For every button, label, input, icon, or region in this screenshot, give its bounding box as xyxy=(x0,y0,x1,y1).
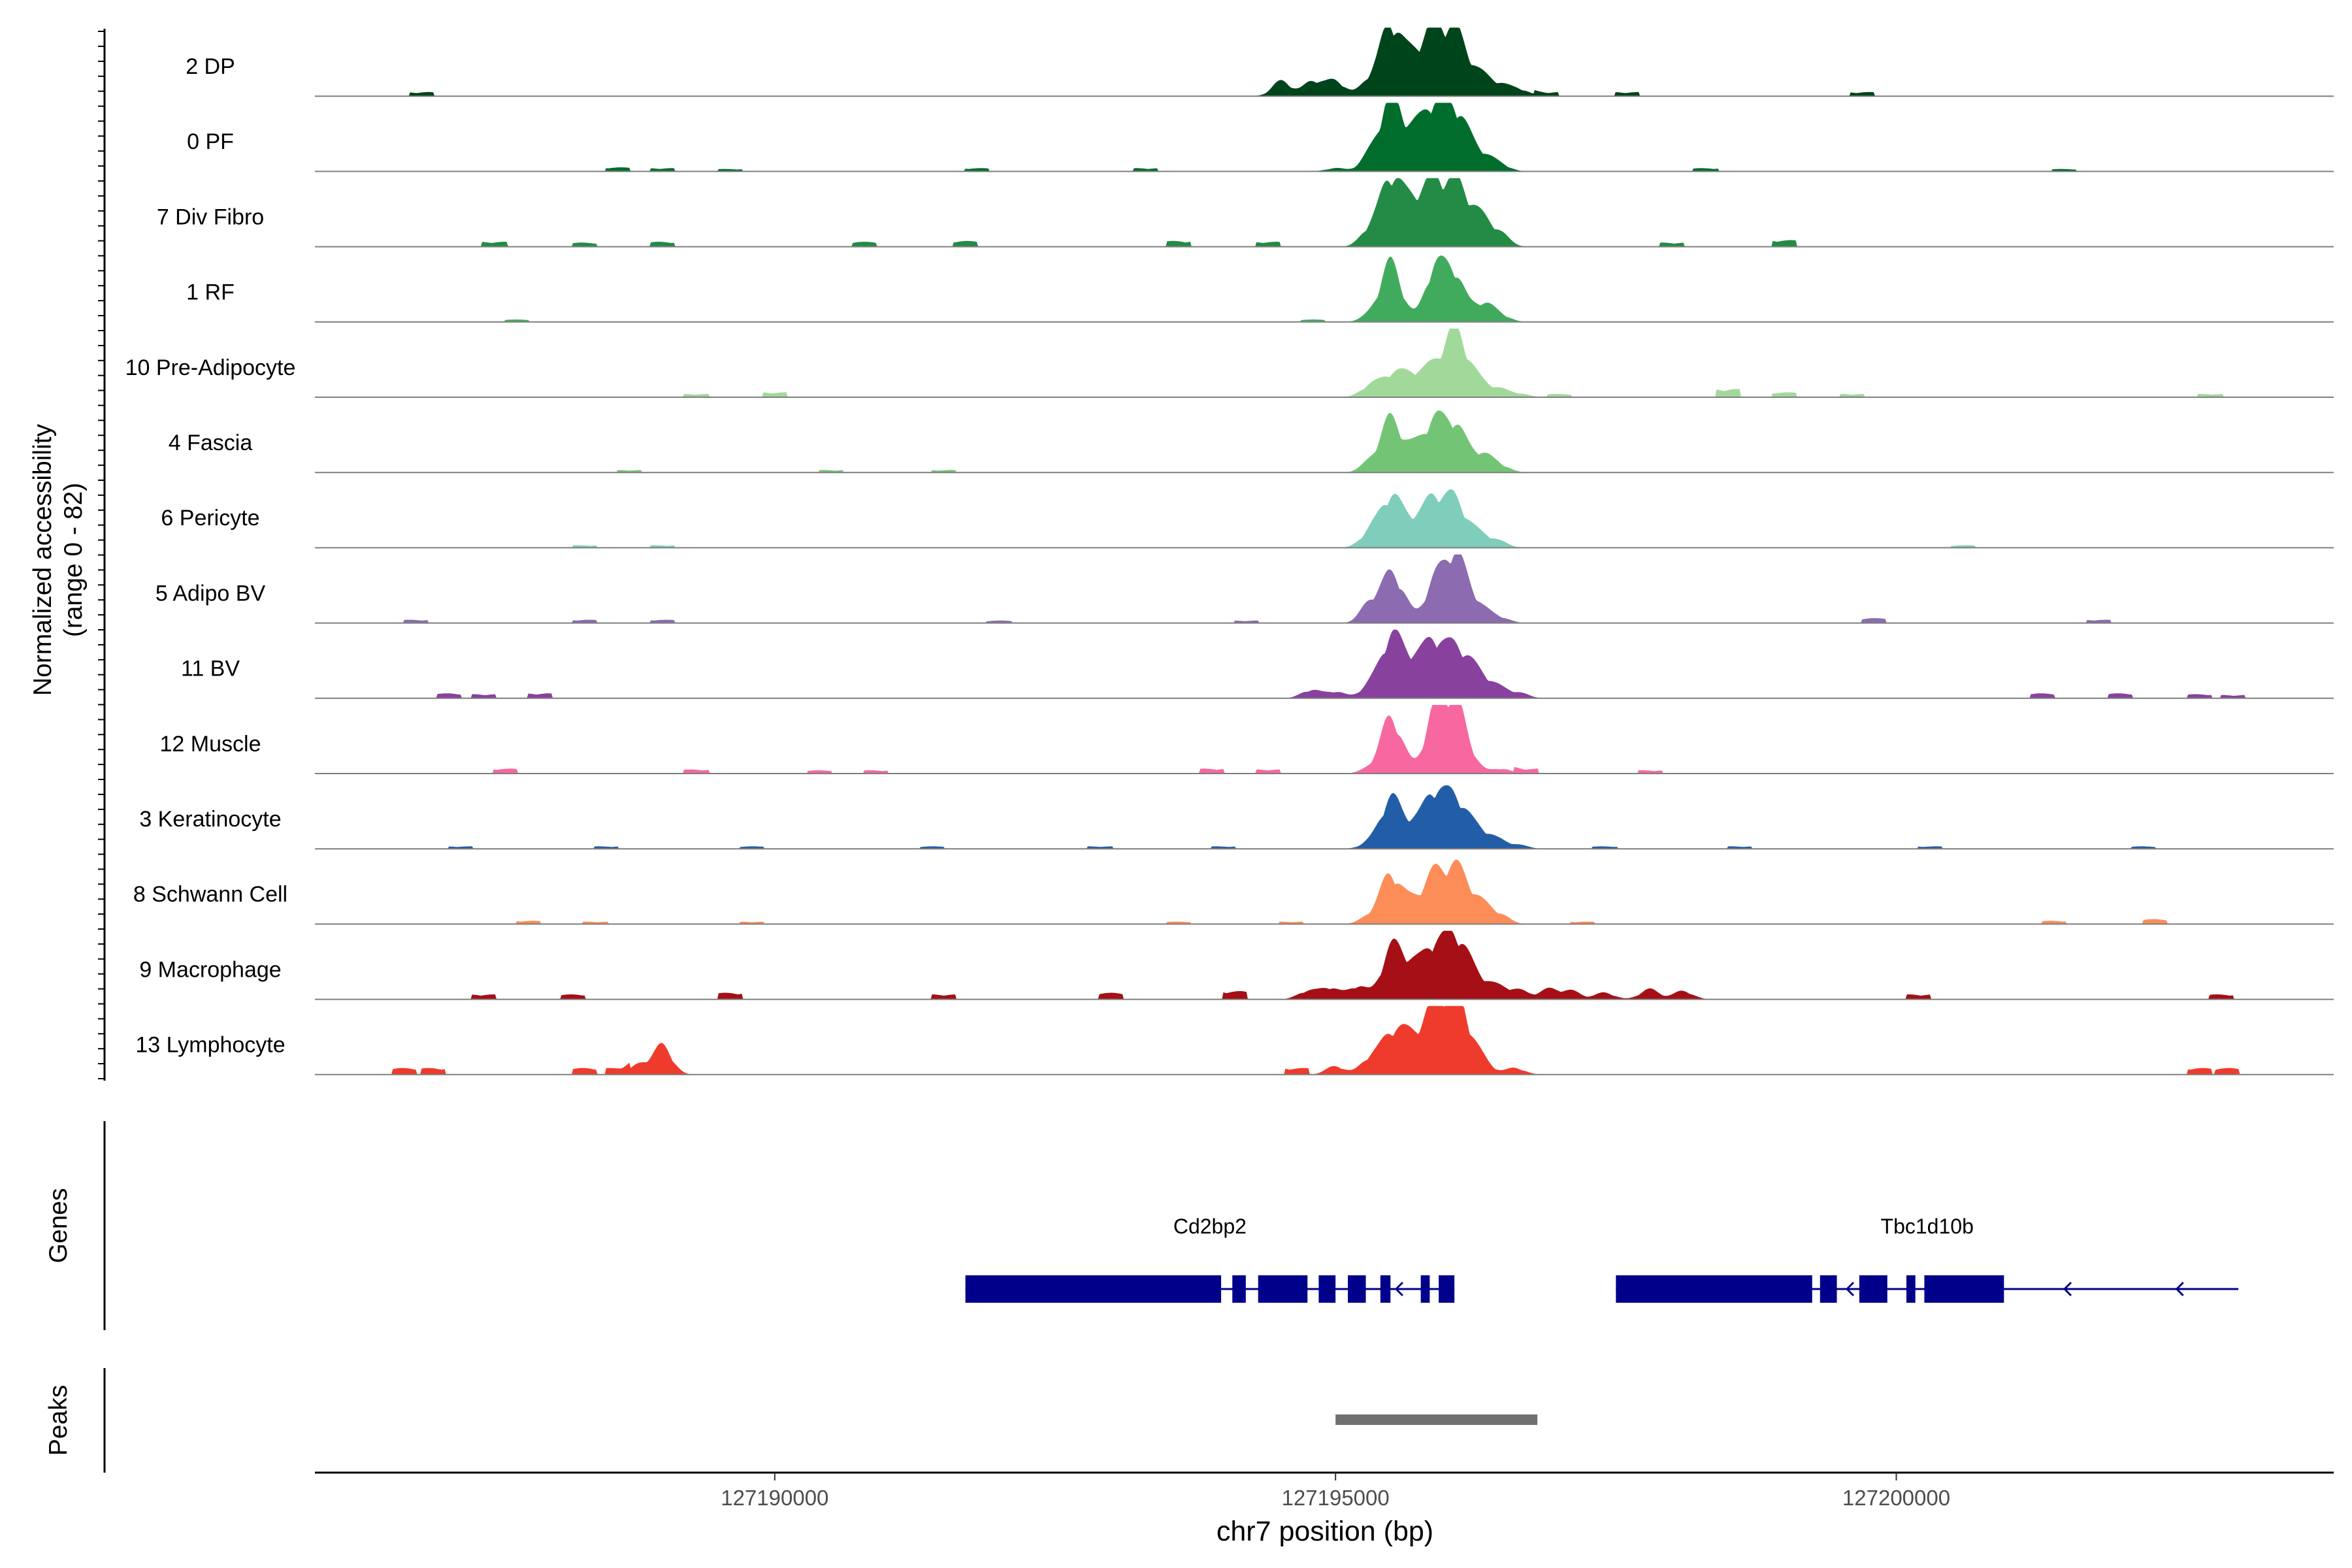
track-label: 13 Lymphocyte xyxy=(135,1033,285,1058)
accessibility-tracks: 2 DP 0 PF 7 Div Fibro 1 RF 10 Pre-Adipocyte 4… xyxy=(98,27,2334,1081)
track-area xyxy=(315,178,2334,247)
gene-exon xyxy=(1380,1275,1391,1303)
x-tick-label: 127190000 xyxy=(721,1486,828,1510)
gene-tbc1d10b: Tbc1d10b xyxy=(1616,1215,2239,1303)
track-8-schwann-cell: 8 Schwann Cell xyxy=(133,859,2334,925)
track-10-pre-adipocyte: 10 Pre-Adipocyte xyxy=(125,329,2334,398)
gene-exon xyxy=(1258,1275,1308,1303)
track-label: 5 Adipo BV xyxy=(155,581,266,606)
track-11-bv: 11 BV xyxy=(181,629,2334,699)
track-label: 0 PF xyxy=(187,129,234,154)
track-area xyxy=(315,27,2334,97)
track-3-keratinocyte: 3 Keratinocyte xyxy=(139,785,2334,850)
track-area xyxy=(315,785,2334,849)
strand-arrow xyxy=(1394,1281,1403,1297)
gene-exon xyxy=(965,1275,1222,1303)
track-4-fascia: 4 Fascia xyxy=(169,410,2334,474)
track-label: 10 Pre-Adipocyte xyxy=(125,355,296,380)
track-area xyxy=(315,859,2334,924)
track-label: 2 DP xyxy=(186,54,235,79)
x-axis: 127190000 127195000 127200000 xyxy=(315,1471,2334,1510)
track-area xyxy=(315,255,2334,322)
genes-track-title: Genes xyxy=(44,1188,73,1264)
track-0-pf: 0 PF xyxy=(187,103,2334,172)
strand-arrow xyxy=(1292,1281,1301,1297)
gene-exon xyxy=(1906,1275,1916,1303)
track-area xyxy=(315,410,2334,473)
peak-region xyxy=(1335,1414,1538,1425)
x-axis-title: chr7 position (bp) xyxy=(1217,1516,1433,1547)
gene-exon xyxy=(1318,1275,1336,1303)
x-tick-label: 127200000 xyxy=(1842,1486,1950,1510)
track-label: 4 Fascia xyxy=(169,431,253,455)
y-axis-range: (range 0 - 82) xyxy=(59,483,88,637)
gene-exon xyxy=(1232,1275,1246,1303)
track-area xyxy=(315,705,2334,774)
gene-exon xyxy=(1616,1275,1812,1303)
track-label: 7 Div Fibro xyxy=(157,204,264,229)
gene-exon xyxy=(1439,1275,1455,1303)
track-area xyxy=(315,1005,2334,1075)
genes-track: Genes Cd2bp2 Tbc1d10b xyxy=(44,1121,2239,1330)
strand-arrow xyxy=(2063,1281,2072,1297)
gene-exon xyxy=(1820,1275,1837,1303)
track-area xyxy=(315,329,2334,397)
peaks-track-title: Peaks xyxy=(44,1385,73,1456)
track-5-adipo-bv: 5 Adipo BV xyxy=(155,554,2334,624)
track-1-rf: 1 RF xyxy=(186,255,2334,323)
peaks-track: Peaks xyxy=(44,1368,1538,1473)
track-6-pericyte: 6 Pericyte xyxy=(161,489,2334,549)
strand-arrow xyxy=(1845,1281,1855,1297)
y-axis xyxy=(98,29,106,1081)
x-tick-label: 127195000 xyxy=(1282,1486,1390,1510)
gene-cd2bp2: Cd2bp2 xyxy=(965,1215,1455,1303)
track-label: 6 Pericyte xyxy=(161,506,259,531)
track-label: 11 BV xyxy=(181,657,240,681)
track-9-macrophage: 9 Macrophage xyxy=(139,930,2334,1000)
y-axis-title: Normalized accessibility xyxy=(29,423,57,696)
track-area xyxy=(315,930,2334,1000)
track-label: 1 RF xyxy=(186,280,235,305)
track-label: 3 Keratinocyte xyxy=(139,807,281,832)
track-area xyxy=(315,629,2334,698)
gene-label: Tbc1d10b xyxy=(1881,1215,1974,1238)
track-13-lymphocyte: 13 Lymphocyte xyxy=(135,1005,2334,1075)
track-7-div-fibro: 7 Div Fibro xyxy=(157,178,2334,248)
track-label: 12 Muscle xyxy=(160,732,261,757)
track-label: 9 Macrophage xyxy=(139,957,281,982)
gene-exon xyxy=(1859,1275,1887,1303)
track-area xyxy=(315,103,2334,172)
track-area xyxy=(315,554,2334,623)
gene-exon xyxy=(1348,1275,1366,1303)
track-area xyxy=(315,489,2334,548)
gene-label: Cd2bp2 xyxy=(1173,1215,1247,1238)
gene-exon xyxy=(1420,1275,1430,1303)
track-label: 8 Schwann Cell xyxy=(133,882,287,907)
track-2-dp: 2 DP xyxy=(186,27,2334,97)
track-12-muscle: 12 Muscle xyxy=(160,705,2334,774)
y-axis-label: Normalized accessibility (range 0 - 82) xyxy=(29,423,88,696)
gene-exon xyxy=(1924,1275,2004,1303)
strand-arrow xyxy=(2175,1281,2184,1297)
